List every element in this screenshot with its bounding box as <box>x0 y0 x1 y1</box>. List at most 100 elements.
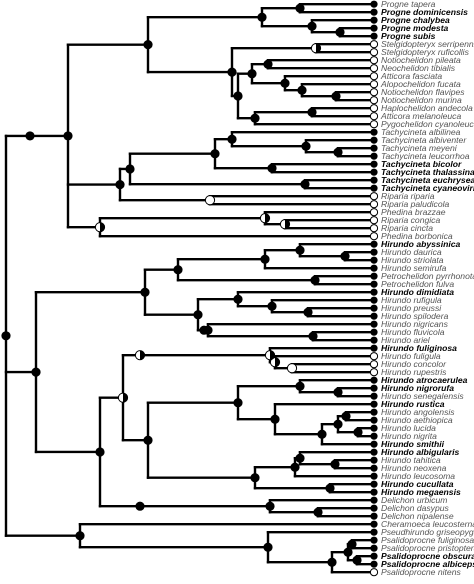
ancestral-node <box>333 387 343 397</box>
tip-label: Tachycineta euchrysea <box>381 175 474 185</box>
tip-state-marker <box>370 24 378 32</box>
ancestral-node <box>341 411 351 421</box>
tip-label: Progne dominicensis <box>381 7 468 17</box>
ancestral-node <box>250 113 260 123</box>
tip-state-marker <box>370 8 378 16</box>
ancestral-node <box>31 367 41 377</box>
tip-state-markers <box>369 0 379 577</box>
tip-label: Hirundo angolensis <box>381 407 455 417</box>
tip-state-marker <box>370 456 378 464</box>
tip-state-marker <box>370 288 378 296</box>
ancestral-node <box>333 147 343 157</box>
tip-label: Hirundo nigricans <box>381 319 449 329</box>
tip-state-marker <box>370 400 378 408</box>
tip-label: Atticora fasciata <box>380 71 442 81</box>
tip-state-marker <box>369 200 379 209</box>
tip-label: Stelgidopteryx serripennis <box>381 39 474 49</box>
tip-label: Hirundo rupestris <box>381 367 447 377</box>
ancestral-node <box>247 69 257 79</box>
tip-label: Hirundo fuliginosa <box>381 343 457 353</box>
tip-label: Atticora melanoleuca <box>380 111 461 121</box>
ancestral-node <box>353 427 363 437</box>
tip-label: Psalidoprocne obscura <box>381 551 474 561</box>
tip-label: Tachycineta meyeni <box>381 143 458 153</box>
tip-state-marker <box>369 112 379 121</box>
ancestral-node <box>140 287 150 297</box>
tip-label: Psalidoprocne nitens <box>381 567 461 577</box>
ancestral-node <box>143 435 153 445</box>
tip-label: Tachycineta bicolor <box>381 159 462 169</box>
ancestral-node <box>233 294 243 304</box>
ancestral-node <box>307 21 317 31</box>
tip-state-marker <box>370 552 378 560</box>
tip-label: Pseudhirundo griseopyga <box>381 527 474 537</box>
tip-label: Tachycineta leucorrhoa <box>381 151 470 161</box>
tip-state-marker <box>369 48 379 57</box>
tip-state-marker <box>370 496 378 504</box>
tip-label: Petrochelidon pyrrhonota <box>381 271 474 281</box>
ancestral-node <box>290 462 300 472</box>
tip-state-marker <box>370 296 378 304</box>
tip-label: Hirundo abyssinica <box>381 239 460 249</box>
ancestral-node <box>280 78 290 88</box>
tip-state-marker <box>370 384 378 392</box>
tip-label: Tachycineta albiventer <box>381 135 467 145</box>
tip-label: Haplochelidon andecola <box>381 103 473 113</box>
tip-state-marker <box>370 160 378 168</box>
tip-state-marker <box>370 240 378 248</box>
ancestral-node <box>317 429 327 439</box>
tip-label: Hirundo daurica <box>381 247 442 257</box>
tip-label: Hirundo aethiopica <box>381 415 453 425</box>
ancestral-node-black-slice <box>265 213 270 223</box>
tip-label: Tachycineta thalassina <box>381 167 474 177</box>
tip-state-marker <box>369 64 379 73</box>
tip-state-marker <box>370 248 378 256</box>
tip-state-marker <box>370 376 378 384</box>
tip-state-marker <box>370 536 378 544</box>
ancestral-node <box>267 163 277 173</box>
tip-state-marker <box>369 104 379 113</box>
tip-state-marker <box>369 224 379 233</box>
tip-state-marker <box>370 136 378 144</box>
tip-state-marker <box>369 352 379 361</box>
ancestral-node <box>335 27 345 37</box>
ancestral-node <box>303 307 313 317</box>
tip-label: Hirundo dimidiata <box>381 287 454 297</box>
tip-label: Hirundo striolata <box>381 255 444 265</box>
ancestral-node <box>286 363 298 374</box>
tip-label: Progne chalybea <box>381 15 450 25</box>
tip-state-marker <box>370 312 378 320</box>
ancestral-node <box>263 542 273 552</box>
tip-label: Hirundo albigularis <box>381 447 460 457</box>
tip-state-marker <box>370 168 378 176</box>
tip-label: Hirundo nigrorufa <box>381 383 454 393</box>
ancestral-node <box>125 164 135 174</box>
tip-state-marker <box>370 408 378 416</box>
tree-branches <box>4 2 376 574</box>
tip-state-marker <box>369 216 379 225</box>
ancestral-node <box>250 473 260 483</box>
ancestral-node <box>233 398 243 408</box>
ancestral-node <box>233 91 243 101</box>
tip-state-marker <box>370 128 378 136</box>
tip-state-marker <box>369 40 379 49</box>
tip-label: Hirundo leucosoma <box>381 471 455 481</box>
tip-label: Hirundo fuligula <box>381 351 441 361</box>
tip-label: Progne tapera <box>381 0 436 9</box>
ancestral-node <box>1 331 11 341</box>
tip-state-marker <box>370 488 378 496</box>
tip-label: Hirundo smithii <box>381 439 445 449</box>
ancestral-node <box>63 131 73 141</box>
ancestral-node <box>265 501 275 511</box>
ancestral-node <box>310 275 320 285</box>
ancestral-node <box>300 179 310 189</box>
tip-state-marker <box>370 520 378 528</box>
ancestral-state-nodes <box>1 3 363 567</box>
ancestral-node <box>333 419 343 429</box>
ancestral-node <box>325 483 335 493</box>
tip-state-marker <box>369 232 379 241</box>
tip-state-marker <box>369 56 379 65</box>
tip-label: Hirundo cucullata <box>381 479 454 489</box>
tip-state-marker <box>370 504 378 512</box>
